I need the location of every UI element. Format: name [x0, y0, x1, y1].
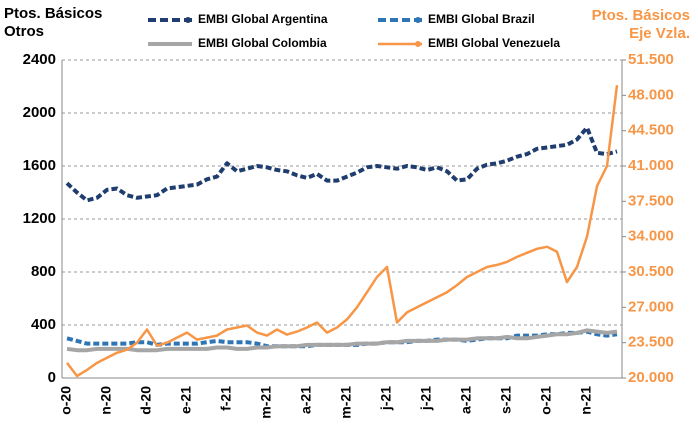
- legend-label: EMBI Global Venezuela: [428, 36, 560, 50]
- x-tick-label: o-20: [58, 386, 74, 415]
- y2-tick-label: 34.000: [628, 228, 674, 245]
- y2-axis-title: Ptos. Básicos: [592, 7, 690, 24]
- x-tick-label: e-21: [178, 386, 194, 414]
- x-tick-label: d-20: [138, 386, 154, 415]
- y-tick-label: 1200: [23, 210, 56, 227]
- y2-tick-label: 27.000: [628, 298, 674, 315]
- y2-tick-label: 44.500: [628, 122, 674, 139]
- y-tick-label: 1600: [23, 157, 56, 174]
- y2-tick-label: 20.000: [628, 369, 674, 386]
- y-axis-title: Otros: [4, 23, 44, 40]
- y2-tick-label: 23.500: [628, 334, 674, 351]
- x-tick-label: a-21: [458, 386, 474, 414]
- x-tick-label: n-20: [98, 386, 114, 415]
- y2-tick-label: 48.000: [628, 86, 674, 103]
- y-tick-label: 800: [31, 263, 56, 280]
- legend-marker: [185, 17, 191, 23]
- y-tick-label: 0: [48, 369, 56, 386]
- legend-marker: [415, 17, 421, 23]
- y-axis-title: Ptos. Básicos: [4, 5, 102, 22]
- series-line: [66, 85, 619, 378]
- legend-marker: [415, 41, 421, 47]
- y2-tick-label: 30.500: [628, 263, 674, 280]
- x-tick-label: m-21: [258, 386, 274, 419]
- y2-tick-label: 41.000: [628, 157, 674, 174]
- x-tick-label: m-21: [338, 386, 354, 419]
- legend-label: EMBI Global Brazil: [428, 12, 535, 26]
- x-tick-label: n-21: [578, 386, 594, 415]
- y-tick-label: 400: [31, 316, 56, 333]
- y-tick-label: 2000: [23, 104, 56, 121]
- x-tick-label: a-21: [298, 386, 314, 414]
- y2-axis-title: Eje Vzla.: [629, 25, 690, 42]
- legend-label: EMBI Global Argentina: [198, 12, 328, 26]
- series-line: [65, 125, 618, 203]
- x-tick-label: j-21: [418, 386, 434, 411]
- y-tick-label: 2400: [23, 51, 56, 68]
- x-tick-label: s-21: [498, 386, 514, 414]
- y2-tick-label: 37.500: [628, 192, 674, 209]
- x-tick-label: o-21: [538, 386, 554, 415]
- x-tick-label: f-21: [218, 386, 234, 411]
- x-tick-label: j-21: [378, 386, 394, 411]
- y2-tick-label: 51.500: [628, 51, 674, 68]
- legend-label: EMBI Global Colombia: [198, 36, 327, 50]
- series-line: [66, 328, 618, 353]
